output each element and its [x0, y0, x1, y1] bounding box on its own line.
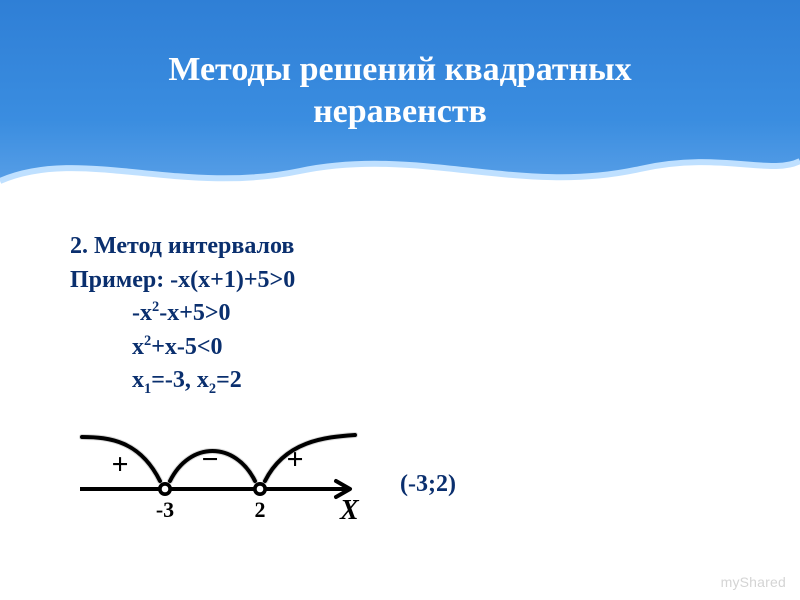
answer-interval: (-3;2) — [400, 471, 456, 498]
method-subtitle: 2. Метод интервалов — [70, 230, 730, 264]
svg-text:−: − — [201, 443, 218, 476]
sign-chart: -3 2 + − + X — [70, 419, 370, 529]
watermark: myShared — [721, 574, 786, 590]
math-roots: x1=-3, x2=2 — [70, 364, 730, 399]
math-line-1: -x2-x+5>0 — [70, 297, 730, 331]
figure-row: -3 2 + − + X (-3;2) — [70, 419, 730, 529]
svg-text:-3: -3 — [156, 497, 174, 522]
title-line-2: неравенств — [313, 93, 487, 130]
title-line-1: Методы решений квадратных — [168, 51, 631, 88]
svg-text:+: + — [111, 448, 128, 481]
slide-content: 2. Метод интервалов Пример: -x(x+1)+5>0 … — [0, 200, 800, 529]
slide-title: Методы решений квадратных неравенств — [168, 49, 631, 152]
math-line-2: x2+x-5<0 — [70, 331, 730, 365]
slide-header: Методы решений квадратных неравенств — [0, 0, 800, 200]
example-label: Пример: -x(x+1)+5>0 — [70, 264, 730, 298]
svg-text:+: + — [286, 443, 303, 476]
svg-text:X: X — [339, 495, 360, 526]
svg-text:2: 2 — [255, 497, 266, 522]
